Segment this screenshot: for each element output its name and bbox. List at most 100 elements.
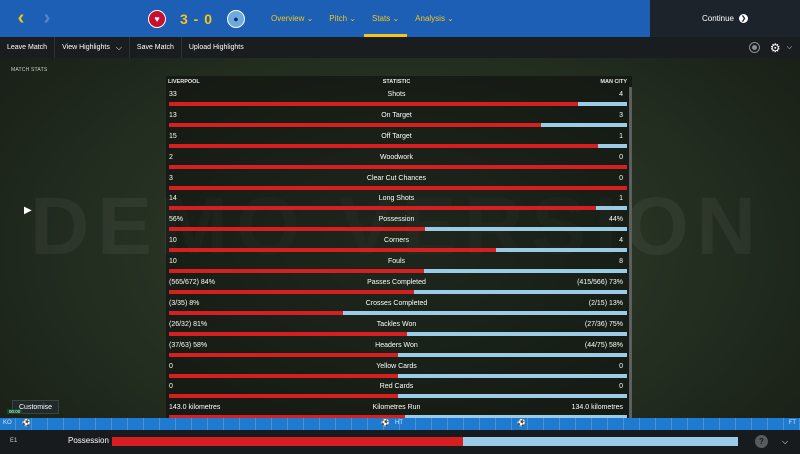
menu-analysis[interactable]: Analysis ⌄ (415, 14, 454, 23)
home-share-fill (169, 122, 542, 127)
match-clock: 00:00 (7, 409, 23, 414)
home-value: 10 (169, 258, 177, 266)
match-timeline[interactable]: KO ⚽ ⚽ HT ⚽ FT (0, 418, 800, 430)
away-value: 8 (619, 258, 623, 266)
comparison-bar (169, 143, 627, 148)
home-share-fill (169, 269, 424, 274)
halftime-label: HT (395, 420, 403, 426)
man-city-crest-icon[interactable]: ● (227, 9, 246, 28)
away-value: (27/36) 75% (584, 320, 623, 328)
stat-label: Shots (387, 91, 406, 98)
stats-panel: LIVERPOOL STATISTIC MAN CITY 33 Shots 4 13 O… (166, 76, 632, 418)
comparison-bar (169, 185, 627, 190)
home-value: (26/32) 81% (169, 320, 208, 328)
away-value: (415/566) 73% (577, 279, 623, 287)
top-navigation-bar: ‹ › ♥ 3 - 0 ● Overview ⌄ Pitch ⌄ Stats ⌄… (0, 0, 800, 37)
statistic-column-header: STATISTIC (382, 79, 411, 85)
scrollbar[interactable] (629, 87, 632, 418)
home-share-fill (169, 352, 398, 357)
home-share-fill (169, 290, 415, 295)
match-toolbar: Leave Match View Highlights ⌵ Save Match… (0, 37, 800, 58)
goal-ball-icon[interactable]: ⚽ (381, 420, 390, 427)
stat-label: Passes Completed (367, 279, 426, 287)
stat-label: Yellow Cards (376, 362, 417, 370)
stat-row: (3/35) 8% Crosses Completed (2/15) 13% (166, 296, 627, 317)
record-icon[interactable] (748, 42, 760, 53)
comparison-bar (169, 352, 627, 357)
liverpool-crest-icon[interactable]: ♥ (148, 9, 166, 28)
chevron-down-icon[interactable]: ⌵ (782, 437, 789, 446)
back-arrow-icon[interactable]: ‹ (17, 7, 25, 29)
home-share-fill (169, 164, 627, 169)
stat-row: 13 On Target 3 (166, 108, 627, 129)
away-value: (2/15) 13% (588, 299, 623, 307)
menu-overview[interactable]: Overview ⌄ (271, 14, 314, 23)
home-value: 10 (169, 237, 177, 245)
view-highlights-dropdown[interactable]: View Highlights ⌵ (55, 37, 130, 58)
goal-ball-icon[interactable]: ⚽ (517, 420, 526, 427)
goal-ball-icon[interactable]: ⚽ (22, 420, 31, 427)
home-share-fill (169, 310, 344, 315)
home-share-fill (169, 415, 406, 418)
stat-row: 3 Clear Cut Chances 0 (166, 171, 627, 192)
forward-arrow-icon[interactable]: › (43, 7, 51, 29)
home-share-fill (169, 227, 426, 232)
comparison-bar (169, 227, 627, 232)
customise-button[interactable]: Customise (12, 400, 60, 414)
away-team-name: MAN CITY (600, 79, 627, 85)
comparison-bar (169, 415, 627, 418)
menu-stats[interactable]: Stats ⌄ (364, 0, 408, 37)
upload-highlights-button[interactable]: Upload Highlights (188, 44, 244, 51)
away-value: 4 (619, 91, 623, 98)
home-share-fill (169, 185, 627, 190)
home-value: (37/63) 58% (169, 341, 208, 349)
comparison-bar (169, 310, 627, 315)
home-value: 33 (169, 91, 177, 98)
stat-row: (565/672) 84% Passes Completed (415/566) 7… (166, 275, 627, 296)
away-value: 1 (619, 195, 623, 203)
mouse-cursor-icon: ▶ (24, 205, 32, 216)
stat-row: (37/63) 58% Headers Won (44/75) 58% (166, 338, 627, 359)
settings-chevron-icon[interactable]: ⌵ (786, 43, 792, 51)
stat-row: 15 Off Target 1 (166, 129, 627, 150)
home-value: 14 (169, 195, 177, 203)
save-match-button[interactable]: Save Match (130, 37, 182, 58)
stat-label: Off Target (381, 132, 412, 140)
stat-row: 0 Red Cards 0 (166, 379, 627, 400)
stat-label: Tackles Won (376, 320, 417, 328)
away-value: 134.0 kilometres (571, 404, 623, 412)
home-share-fill (169, 373, 398, 378)
menu-pitch[interactable]: Pitch ⌄ (329, 14, 356, 23)
view-highlights-label: View Highlights (62, 44, 110, 51)
stat-label: Kilometres Run (372, 404, 421, 412)
stat-label: Corners (384, 237, 409, 245)
section-title: MATCH STATS (11, 67, 48, 73)
away-value: (44/75) 58% (584, 341, 623, 349)
stat-row: 2 Woodwork 0 (166, 150, 627, 171)
stat-row: 0 Yellow Cards 0 (166, 359, 627, 380)
help-icon[interactable]: ? (755, 435, 768, 448)
comparison-bar (169, 122, 627, 127)
away-value: 0 (619, 362, 623, 370)
home-value: 56% (169, 216, 184, 224)
home-value: 143.0 kilometres (169, 404, 221, 412)
home-value: 3 (169, 174, 173, 182)
continue-button[interactable]: Continue ❯ (650, 0, 800, 37)
toolbar-right-controls: ⚙ ⌵ (748, 37, 792, 58)
home-share-fill (169, 143, 599, 148)
home-share-fill (169, 248, 496, 253)
away-value: 0 (619, 174, 623, 182)
home-share-fill (169, 331, 408, 336)
away-value: 1 (619, 132, 623, 140)
gear-icon[interactable]: ⚙ (769, 40, 781, 55)
comparison-bar (169, 373, 627, 378)
continue-label: Continue (701, 14, 735, 23)
comparison-bar (169, 102, 627, 106)
stat-row: 143.0 kilometres Kilometres Run 134.0 kilo… (166, 400, 627, 418)
away-value: 0 (619, 383, 623, 391)
possession-home-fill (112, 437, 463, 446)
away-value: 0 (619, 153, 623, 161)
leave-match-button[interactable]: Leave Match (0, 37, 56, 58)
stat-row: 56% Possession 44% (166, 212, 627, 233)
stat-label: Possession (378, 216, 415, 224)
